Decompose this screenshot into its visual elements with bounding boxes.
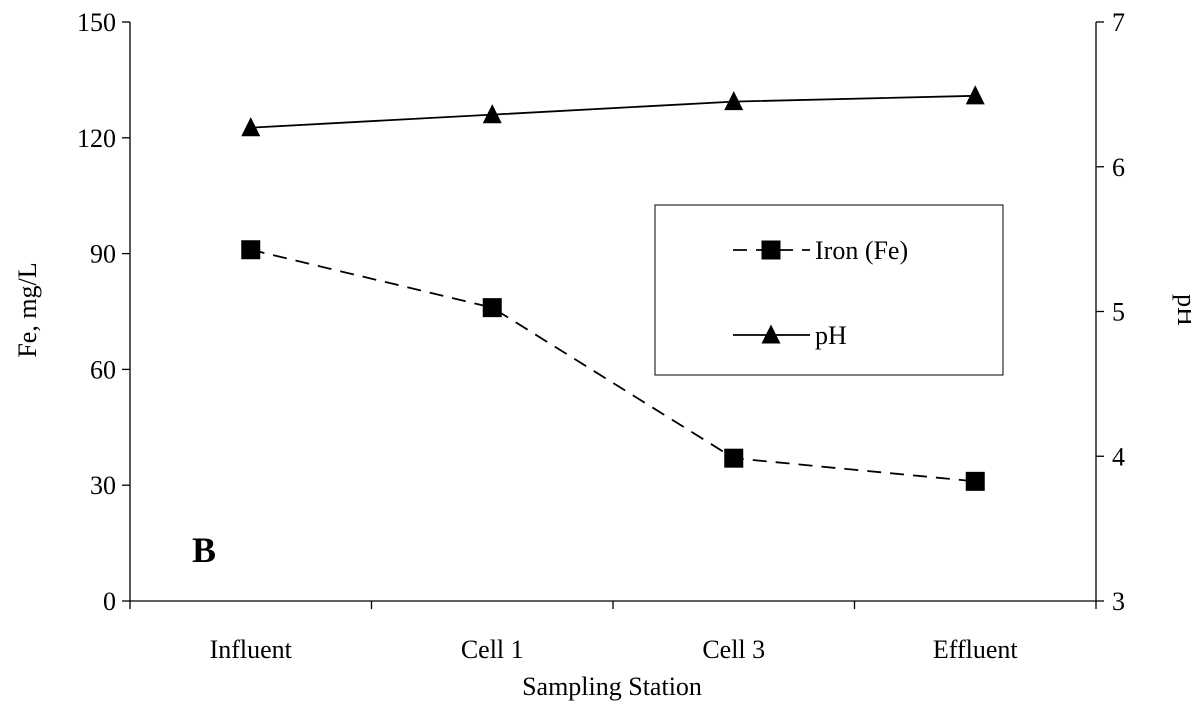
y-right-tick-label: 4 — [1112, 442, 1125, 471]
right-axis-ticks: 3 4 5 6 7 — [1096, 8, 1125, 616]
data-point-square — [482, 298, 502, 318]
y-left-tick-label: 150 — [77, 8, 116, 37]
legend-label: pH — [815, 321, 847, 350]
x-tick-label: Effluent — [933, 635, 1018, 664]
legend-label: Iron (Fe) — [815, 236, 908, 265]
data-point-square — [241, 240, 261, 260]
series-line — [250, 248, 976, 483]
data-point-triangle — [724, 91, 744, 111]
legend-item: Iron (Fe) — [733, 236, 908, 265]
x-tick-label: Cell 3 — [702, 635, 765, 664]
y-right-tick-label: 6 — [1112, 153, 1125, 182]
legend-marker-triangle — [761, 324, 781, 344]
series-ph — [241, 85, 985, 137]
y-axis-left-title: Fe, mg/L — [13, 262, 42, 357]
panel-label: B — [192, 530, 216, 570]
series-layer — [241, 85, 985, 491]
y-right-tick-label: 5 — [1112, 298, 1125, 327]
data-point-square — [965, 471, 985, 491]
legend-box — [654, 204, 1004, 376]
legend-item: pH — [733, 321, 847, 350]
series-iron-fe — [241, 240, 985, 491]
legend: Iron (Fe) pH — [654, 204, 1004, 376]
data-point-triangle — [965, 85, 985, 105]
legend-marker-square — [761, 240, 781, 260]
data-point-square — [724, 448, 744, 468]
left-axis-ticks: 0 30 60 90 120 150 — [77, 8, 130, 616]
y-left-tick-label: 0 — [103, 587, 116, 616]
series-line — [250, 94, 976, 129]
x-axis-title: Sampling Station — [522, 672, 702, 701]
data-point-triangle — [482, 104, 502, 124]
y-left-tick-label: 90 — [90, 240, 116, 269]
x-tick-label: Influent — [210, 635, 293, 664]
y-right-tick-label: 3 — [1112, 587, 1125, 616]
x-tick-label: Cell 1 — [461, 635, 524, 664]
data-point-triangle — [241, 117, 261, 137]
legend-items: Iron (Fe) pH — [733, 236, 908, 350]
y-left-tick-label: 120 — [77, 124, 116, 153]
y-left-tick-label: 30 — [90, 471, 116, 500]
x-axis-ticks: Influent Cell 1 Cell 3 Effluent — [129, 601, 1097, 664]
y-axis-right-title: pH — [1172, 294, 1191, 326]
y-left-tick-label: 60 — [90, 355, 116, 384]
y-right-tick-label: 7 — [1112, 8, 1125, 37]
